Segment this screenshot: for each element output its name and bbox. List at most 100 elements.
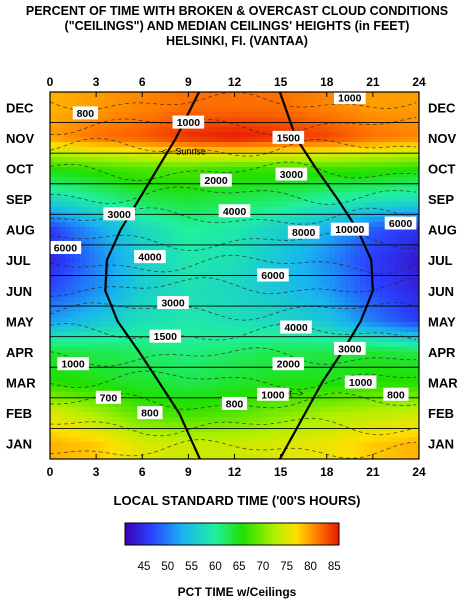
- heat-cell: [160, 237, 166, 243]
- heat-cell: [125, 337, 131, 343]
- heat-cell: [260, 217, 266, 223]
- heat-cell: [365, 262, 371, 268]
- heat-cell: [380, 387, 386, 393]
- heat-cell: [390, 97, 396, 103]
- heat-cell: [265, 97, 271, 103]
- heat-cell: [85, 297, 91, 303]
- heat-cell: [115, 302, 121, 308]
- heat-cell: [260, 152, 266, 158]
- heat-cell: [365, 147, 371, 153]
- heat-cell: [255, 352, 261, 358]
- heat-cell: [205, 127, 211, 133]
- heat-cell: [410, 97, 416, 103]
- heat-cell: [290, 382, 296, 388]
- heat-cell: [105, 332, 111, 338]
- heat-cell: [110, 412, 116, 418]
- heat-cell: [250, 197, 256, 203]
- heat-cell: [400, 372, 406, 378]
- heat-cell: [215, 372, 221, 378]
- heat-cell: [415, 272, 419, 278]
- heat-cell: [75, 177, 81, 183]
- heat-cell: [60, 312, 66, 318]
- heat-cell: [85, 377, 91, 383]
- heat-cell: [210, 287, 216, 293]
- heat-cell: [100, 312, 106, 318]
- heat-cell: [60, 97, 66, 103]
- heat-cell: [175, 397, 181, 403]
- heat-cell: [120, 147, 126, 153]
- heat-cell: [395, 137, 401, 143]
- heat-cell: [290, 337, 296, 343]
- heat-cell: [115, 102, 121, 108]
- heat-cell: [95, 137, 101, 143]
- heat-cell: [180, 357, 186, 363]
- heat-cell: [325, 197, 331, 203]
- heat-cell: [110, 157, 116, 163]
- heat-cell: [405, 337, 411, 343]
- heat-cell: [220, 312, 226, 318]
- heat-cell: [395, 342, 401, 348]
- heat-cell: [255, 292, 261, 298]
- heat-cell: [345, 182, 351, 188]
- heat-cell: [205, 407, 211, 413]
- heat-cell: [295, 202, 301, 208]
- heat-cell: [290, 292, 296, 298]
- heat-cell: [175, 112, 181, 118]
- heat-cell: [390, 417, 396, 423]
- heat-cell: [355, 302, 361, 308]
- heat-cell: [185, 92, 191, 98]
- heat-cell: [180, 332, 186, 338]
- heat-cell: [355, 362, 361, 368]
- heat-cell: [95, 302, 101, 308]
- heat-cell: [375, 267, 381, 273]
- heat-cell: [125, 402, 131, 408]
- heat-cell: [95, 147, 101, 153]
- heat-cell: [70, 117, 76, 123]
- heat-cell: [50, 232, 56, 238]
- heat-cell: [355, 127, 361, 133]
- heat-cell: [250, 192, 256, 198]
- heat-cell: [150, 137, 156, 143]
- heat-cell: [415, 302, 419, 308]
- heat-cell: [245, 412, 251, 418]
- heat-cell: [315, 132, 321, 138]
- heat-cell: [130, 107, 136, 113]
- heat-cell: [230, 417, 236, 423]
- heat-cell: [265, 337, 271, 343]
- heat-cell: [190, 237, 196, 243]
- heat-cell: [55, 417, 61, 423]
- heat-cell: [85, 202, 91, 208]
- heat-cell: [300, 302, 306, 308]
- heat-cell: [125, 152, 131, 158]
- heat-cell: [300, 397, 306, 403]
- heat-cell: [85, 267, 91, 273]
- heat-cell: [340, 277, 346, 283]
- heat-cell: [270, 377, 276, 383]
- heat-cell: [180, 282, 186, 288]
- heat-cell: [225, 122, 231, 128]
- heat-cell: [330, 97, 336, 103]
- heat-cell: [115, 227, 121, 233]
- heat-cell: [200, 317, 206, 323]
- heat-cell: [90, 202, 96, 208]
- heat-cell: [115, 127, 121, 133]
- heat-cell: [255, 167, 261, 173]
- heat-cell: [135, 97, 141, 103]
- heat-cell: [385, 227, 391, 233]
- heat-cell: [135, 362, 141, 368]
- heat-cell: [60, 182, 66, 188]
- heat-cell: [235, 122, 241, 128]
- heat-cell: [220, 287, 226, 293]
- heat-cell: [270, 337, 276, 343]
- heat-cell: [225, 417, 231, 423]
- heat-cell: [75, 227, 81, 233]
- heat-cell: [290, 247, 296, 253]
- heat-cell: [80, 102, 86, 108]
- heat-cell: [295, 157, 301, 163]
- heat-cell: [350, 112, 356, 118]
- heat-cell: [385, 182, 391, 188]
- heat-cell: [225, 372, 231, 378]
- heat-cell: [400, 337, 406, 343]
- heat-cell: [115, 357, 121, 363]
- heat-cell: [230, 272, 236, 278]
